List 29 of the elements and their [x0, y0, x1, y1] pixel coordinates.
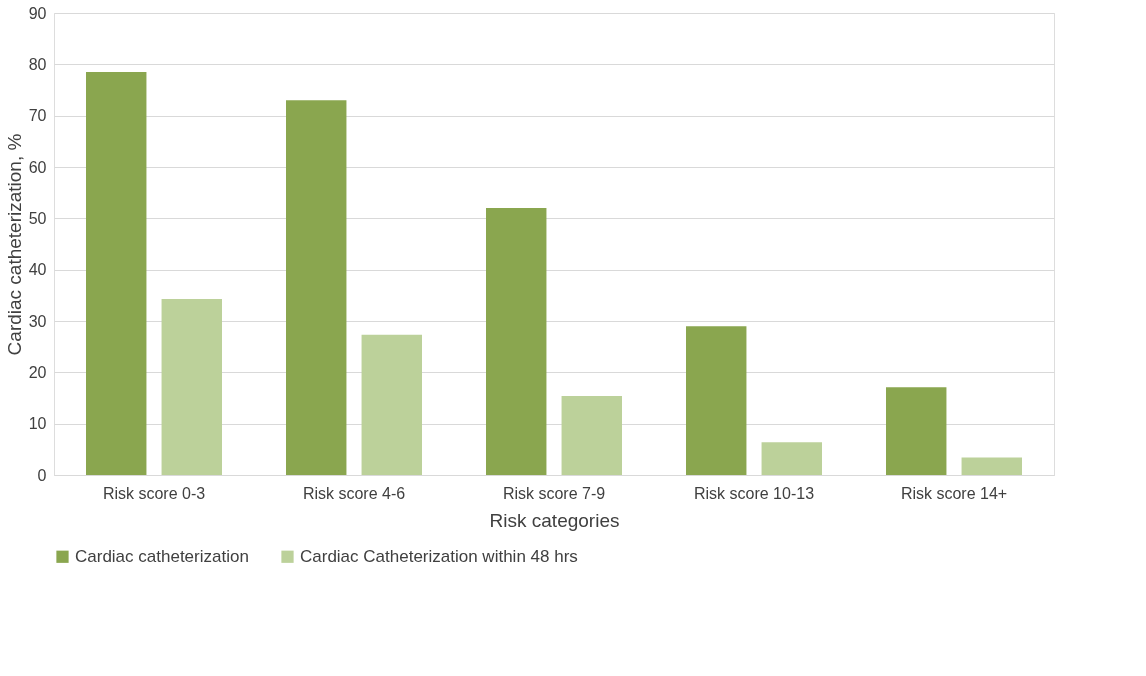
bar — [86, 72, 147, 475]
y-tick-label: 90 — [28, 4, 47, 22]
x-tick-label: Risk score 0-3 — [102, 484, 206, 502]
y-tick-label: 30 — [28, 312, 47, 330]
bar — [686, 326, 747, 475]
y-tick-label: 50 — [28, 209, 47, 227]
y-tick-label: 20 — [28, 363, 47, 381]
bar — [961, 457, 1022, 475]
x-tick-label: Risk score 7-9 — [502, 484, 606, 502]
bar — [286, 100, 347, 475]
legend-label: Cardiac Catheterization within 48 hrs — [300, 546, 578, 566]
bar — [361, 334, 422, 475]
bar — [561, 395, 622, 475]
x-tick-label: Risk score 10-13 — [693, 484, 815, 502]
y-tick-label: 60 — [28, 158, 47, 176]
bar — [161, 298, 222, 475]
y-tick-label: 80 — [28, 55, 47, 73]
x-tick-label: Risk score 4-6 — [302, 484, 406, 502]
y-axis-title: Cardiac catheterization, % — [3, 133, 25, 356]
y-tick-label: 10 — [28, 415, 47, 433]
bar — [761, 442, 822, 475]
x-tick-label: Risk score 14+ — [900, 484, 1008, 502]
legend-label: Cardiac catheterization — [75, 546, 249, 566]
y-tick-label: 40 — [28, 261, 47, 279]
x-axis-title: Risk categories — [489, 509, 620, 531]
bar — [486, 208, 547, 475]
bar — [886, 387, 947, 475]
y-tick-label: 0 — [37, 466, 47, 484]
y-tick-label: 70 — [28, 107, 47, 125]
